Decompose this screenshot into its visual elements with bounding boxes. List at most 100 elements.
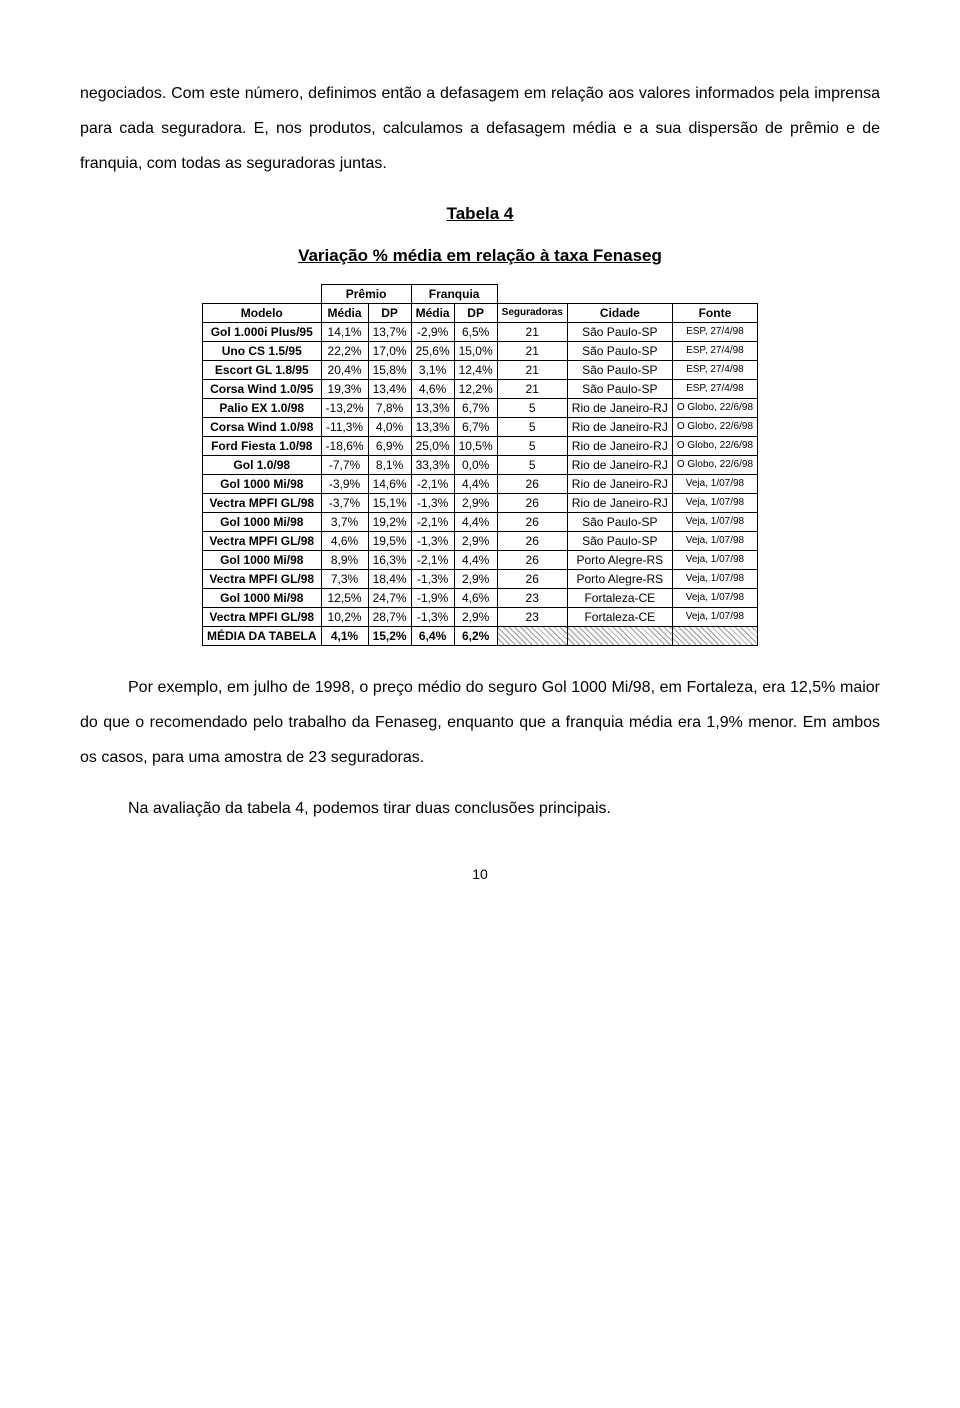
- cell-f-dp: 6,7%: [454, 417, 497, 436]
- cell-p-dp: 17,0%: [368, 341, 411, 360]
- cell-p-dp: 15,2%: [368, 626, 411, 645]
- group-franquia: Franquia: [411, 284, 497, 303]
- cell-p-med: 10,2%: [321, 607, 368, 626]
- paragraph-example: Por exemplo, em julho de 1998, o preço m…: [80, 670, 880, 776]
- cell-p-med: -3,7%: [321, 493, 368, 512]
- cell-p-med: 4,1%: [321, 626, 368, 645]
- paragraph-conclusion: Na avaliação da tabela 4, podemos tirar …: [80, 791, 880, 826]
- cell-fonte: O Globo, 22/6/98: [672, 436, 757, 455]
- cell-fonte: O Globo, 22/6/98: [672, 398, 757, 417]
- table-row: Vectra MPFI GL/98-3,7%15,1%-1,3%2,9%26Ri…: [202, 493, 757, 512]
- cell-seg: 26: [497, 493, 567, 512]
- cell-f-dp: 6,2%: [454, 626, 497, 645]
- col-empty2: [497, 284, 567, 303]
- table-row: Gol 1000 Mi/98-3,9%14,6%-2,1%4,4%26Rio d…: [202, 474, 757, 493]
- cell-seg: 21: [497, 322, 567, 341]
- cell-fonte: Veja, 1/07/98: [672, 474, 757, 493]
- cell-f-dp: 4,6%: [454, 588, 497, 607]
- cell-seg: 26: [497, 569, 567, 588]
- table-row: Gol 1.0/98-7,7%8,1%33,3%0,0%5Rio de Jane…: [202, 455, 757, 474]
- table-row: Vectra MPFI GL/987,3%18,4%-1,3%2,9%26Por…: [202, 569, 757, 588]
- group-premio: Prêmio: [321, 284, 411, 303]
- cell-cidade: São Paulo-SP: [567, 341, 672, 360]
- cell-p-dp: 13,7%: [368, 322, 411, 341]
- cell-seg: 26: [497, 531, 567, 550]
- cell-p-dp: 6,9%: [368, 436, 411, 455]
- col-premio-media: Média: [321, 303, 368, 322]
- cell-seg: 5: [497, 455, 567, 474]
- cell-p-dp: 15,8%: [368, 360, 411, 379]
- cell-modelo: Palio EX 1.0/98: [202, 398, 321, 417]
- cell-modelo: Gol 1000 Mi/98: [202, 512, 321, 531]
- cell-seg: 23: [497, 588, 567, 607]
- cell-p-med: -18,6%: [321, 436, 368, 455]
- cell-cidade: Rio de Janeiro-RJ: [567, 455, 672, 474]
- paragraph-intro: negociados. Com este número, definimos e…: [80, 76, 880, 182]
- table-row: Corsa Wind 1.0/98-11,3%4,0%13,3%6,7%5Rio…: [202, 417, 757, 436]
- cell-f-med: 6,4%: [411, 626, 454, 645]
- col-premio-dp: DP: [368, 303, 411, 322]
- cell-cidade: São Paulo-SP: [567, 512, 672, 531]
- col-cidade: Cidade: [567, 303, 672, 322]
- cell-f-dp: 2,9%: [454, 493, 497, 512]
- cell-seg: 23: [497, 607, 567, 626]
- cell-seg: 21: [497, 341, 567, 360]
- cell-seg: 26: [497, 512, 567, 531]
- cell-modelo: Corsa Wind 1.0/95: [202, 379, 321, 398]
- cell-fonte: Veja, 1/07/98: [672, 588, 757, 607]
- cell-hatched: [672, 626, 757, 645]
- table-row: Palio EX 1.0/98-13,2%7,8%13,3%6,7%5Rio d…: [202, 398, 757, 417]
- cell-f-dp: 2,9%: [454, 569, 497, 588]
- page-number: 10: [80, 866, 880, 882]
- cell-p-med: 4,6%: [321, 531, 368, 550]
- cell-p-med: -13,2%: [321, 398, 368, 417]
- cell-modelo: Gol 1.0/98: [202, 455, 321, 474]
- cell-f-dp: 6,7%: [454, 398, 497, 417]
- cell-f-dp: 2,9%: [454, 607, 497, 626]
- cell-f-med: 4,6%: [411, 379, 454, 398]
- cell-p-med: 22,2%: [321, 341, 368, 360]
- cell-cidade: Rio de Janeiro-RJ: [567, 436, 672, 455]
- cell-modelo: Uno CS 1.5/95: [202, 341, 321, 360]
- table-row: Ford Fiesta 1.0/98-18,6%6,9%25,0%10,5%5R…: [202, 436, 757, 455]
- cell-hatched: [567, 626, 672, 645]
- col-empty3: [567, 284, 672, 303]
- cell-seg: 21: [497, 360, 567, 379]
- cell-modelo: MÉDIA DA TABELA: [202, 626, 321, 645]
- cell-modelo: Vectra MPFI GL/98: [202, 607, 321, 626]
- cell-p-med: 20,4%: [321, 360, 368, 379]
- cell-cidade: Fortaleza-CE: [567, 588, 672, 607]
- cell-modelo: Gol 1000 Mi/98: [202, 550, 321, 569]
- cell-seg: 5: [497, 398, 567, 417]
- cell-p-med: 19,3%: [321, 379, 368, 398]
- cell-p-dp: 18,4%: [368, 569, 411, 588]
- cell-fonte: O Globo, 22/6/98: [672, 417, 757, 436]
- cell-f-dp: 12,4%: [454, 360, 497, 379]
- col-empty4: [672, 284, 757, 303]
- cell-cidade: São Paulo-SP: [567, 322, 672, 341]
- cell-p-dp: 8,1%: [368, 455, 411, 474]
- cell-cidade: São Paulo-SP: [567, 531, 672, 550]
- cell-modelo: Vectra MPFI GL/98: [202, 569, 321, 588]
- cell-f-med: -1,3%: [411, 569, 454, 588]
- cell-fonte: Veja, 1/07/98: [672, 550, 757, 569]
- table-row: Gol 1000 Mi/983,7%19,2%-2,1%4,4%26São Pa…: [202, 512, 757, 531]
- col-franquia-dp: DP: [454, 303, 497, 322]
- cell-p-dp: 4,0%: [368, 417, 411, 436]
- cell-f-med: -2,1%: [411, 474, 454, 493]
- cell-seg: 5: [497, 417, 567, 436]
- cell-modelo: Ford Fiesta 1.0/98: [202, 436, 321, 455]
- cell-cidade: Rio de Janeiro-RJ: [567, 417, 672, 436]
- cell-p-dp: 16,3%: [368, 550, 411, 569]
- cell-fonte: Veja, 1/07/98: [672, 607, 757, 626]
- col-empty: [202, 284, 321, 303]
- table-row: Vectra MPFI GL/984,6%19,5%-1,3%2,9%26São…: [202, 531, 757, 550]
- cell-p-med: 7,3%: [321, 569, 368, 588]
- cell-fonte: Veja, 1/07/98: [672, 531, 757, 550]
- cell-fonte: Veja, 1/07/98: [672, 493, 757, 512]
- cell-f-dp: 2,9%: [454, 531, 497, 550]
- cell-p-dp: 7,8%: [368, 398, 411, 417]
- cell-modelo: Gol 1.000i Plus/95: [202, 322, 321, 341]
- table-row: Gol 1000 Mi/9812,5%24,7%-1,9%4,6%23Forta…: [202, 588, 757, 607]
- cell-p-med: 8,9%: [321, 550, 368, 569]
